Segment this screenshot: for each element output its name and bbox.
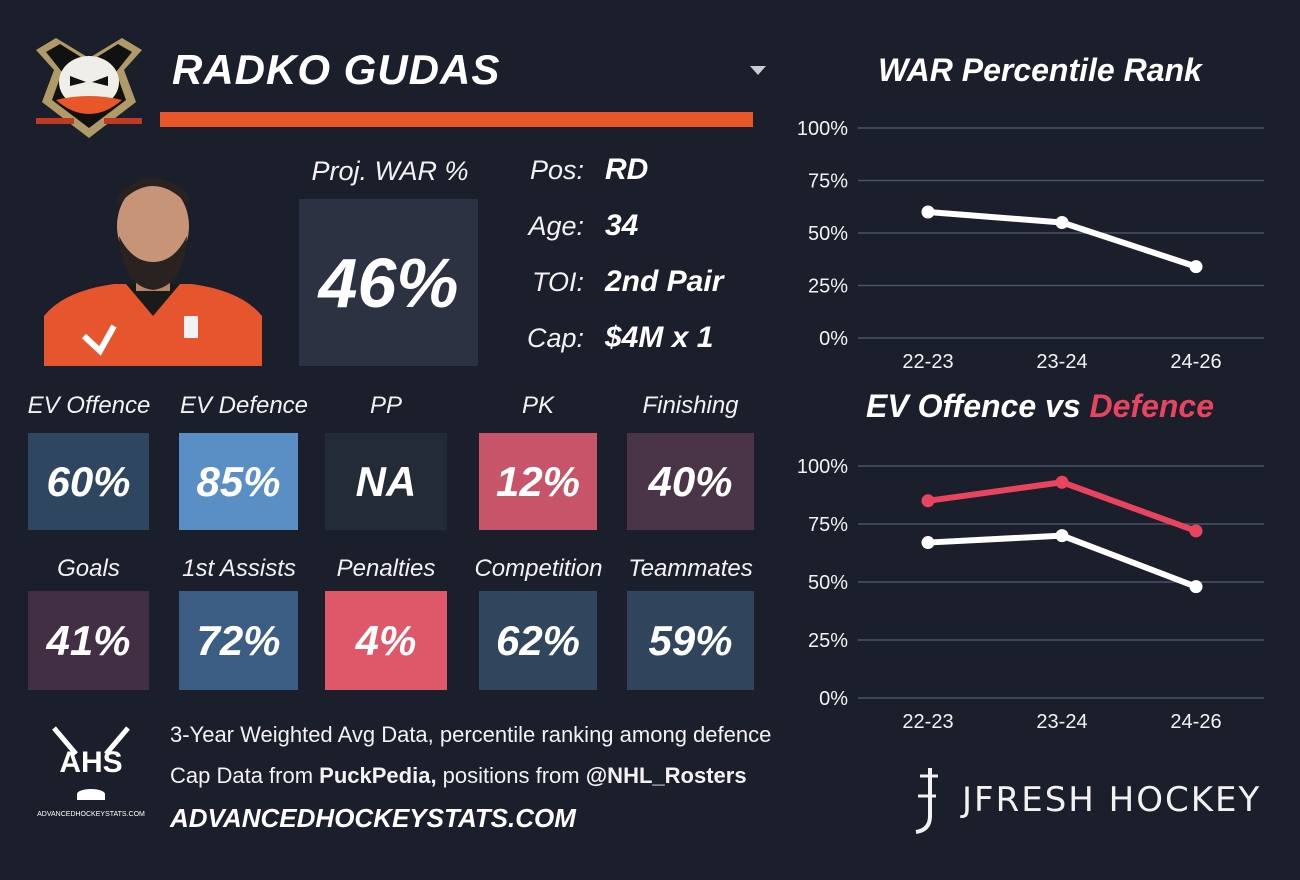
ev-offence-tile: 60% <box>28 433 149 530</box>
pos-value: RD <box>605 153 649 186</box>
ev-offence-defence-chart: 100% 75% 50% 25% 0% 22-23 23-24 24-26 <box>797 456 1264 733</box>
finishing-tile: 40% <box>627 433 754 530</box>
ev-chart-title: EV Offence vs Defence <box>865 388 1214 424</box>
pk-tile: 12% <box>479 433 597 530</box>
ev-offence-label: EV Offence <box>27 392 151 419</box>
data-point <box>1055 529 1069 543</box>
nhl-rosters-link[interactable]: @NHL_Rosters <box>585 763 747 788</box>
y-tick-label: 50% <box>808 223 848 245</box>
jfresh-brand: JFRESH HOCKEY <box>962 780 1262 820</box>
y-tick-label: 50% <box>808 572 848 594</box>
site-url[interactable]: ADVANCEDHOCKEYSTATS.COM <box>170 803 576 833</box>
footer-note-2: Cap Data from PuckPedia, positions from … <box>170 763 747 788</box>
x-tick-label: 22-23 <box>902 351 953 373</box>
teammates-label: Teammates <box>628 555 753 582</box>
data-point <box>921 494 935 508</box>
goals-label: Goals <box>57 555 120 582</box>
data-point <box>921 205 935 219</box>
data-point <box>1189 524 1203 538</box>
series-line-0 <box>925 532 1199 590</box>
chevron-down-icon[interactable] <box>750 66 766 75</box>
data-point <box>1189 580 1203 594</box>
age-value: 34 <box>605 209 639 242</box>
team-logo <box>36 38 142 138</box>
y-tick-label: 25% <box>808 630 848 652</box>
pos-label: Pos: <box>529 155 584 185</box>
toi-value: 2nd Pair <box>605 265 724 298</box>
ahs-logo: AHS ADVANCEDHOCKEYSTATS.COM <box>37 726 145 818</box>
data-point <box>921 536 935 550</box>
penalties-label: Penalties <box>336 555 436 582</box>
ahs-logo-subtext: ADVANCEDHOCKEYSTATS.COM <box>37 811 145 818</box>
player-photo <box>44 178 262 366</box>
goals-tile: 41% <box>28 591 149 690</box>
player-name: RADKO GUDAS <box>172 46 501 93</box>
x-tick-label: 24-26 <box>1170 711 1221 733</box>
first-assists-label: 1st Assists <box>182 555 296 582</box>
age-label: Age: <box>528 211 584 241</box>
teammates-tile: 59% <box>627 591 754 690</box>
war-chart-title: WAR Percentile Rank <box>878 52 1202 88</box>
x-tick-label: 24-26 <box>1170 351 1221 373</box>
data-point <box>1189 260 1203 274</box>
x-tick-label: 22-23 <box>902 711 953 733</box>
proj-war-label: Proj. WAR % <box>311 156 469 186</box>
competition-label: Competition <box>474 555 603 582</box>
x-tick-label: 23-24 <box>1036 351 1087 373</box>
first-assists-tile: 72% <box>179 591 298 690</box>
y-tick-label: 75% <box>808 171 848 193</box>
penalties-tile: 4% <box>325 591 447 690</box>
finishing-label: Finishing <box>642 392 739 419</box>
ev-defence-tile: 85% <box>179 433 298 530</box>
name-underline-bar <box>160 112 753 127</box>
jfresh-logo-mark <box>915 768 938 834</box>
cap-value: $4M x 1 <box>605 321 714 354</box>
proj-war-value: 46% <box>299 199 478 366</box>
y-tick-label: 0% <box>819 328 848 350</box>
footer-note-1: 3-Year Weighted Avg Data, percentile ran… <box>170 722 772 747</box>
data-point <box>1055 216 1069 229</box>
competition-tile: 62% <box>479 591 597 690</box>
y-tick-label: 100% <box>797 118 848 140</box>
puckpedia-link[interactable]: PuckPedia, <box>319 763 437 788</box>
y-tick-label: 100% <box>797 456 848 478</box>
pp-label: PP <box>369 392 402 419</box>
y-tick-label: 75% <box>808 514 848 536</box>
ev-defence-label: EV Defence <box>179 392 309 419</box>
pk-label: PK <box>521 392 554 419</box>
y-tick-label: 25% <box>808 276 848 298</box>
ahs-logo-text: AHS <box>59 746 122 779</box>
y-tick-label: 0% <box>819 688 848 710</box>
pp-tile: NA <box>325 433 447 530</box>
data-point <box>1055 475 1069 489</box>
x-tick-label: 23-24 <box>1036 711 1087 733</box>
cap-label: Cap: <box>526 323 584 353</box>
war-percentile-chart: 100% 75% 50% 25% 0% 22-23 23-24 24-26 <box>797 118 1264 373</box>
toi-label: TOI: <box>531 267 584 297</box>
